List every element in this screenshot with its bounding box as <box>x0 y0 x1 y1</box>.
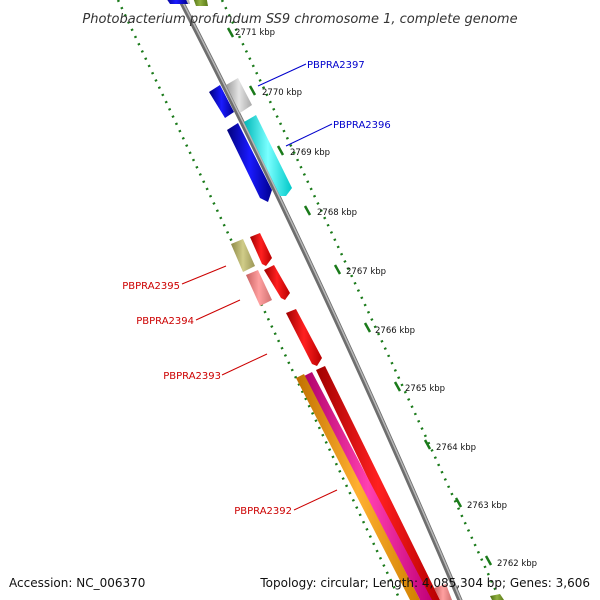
gene-arrow[interactable] <box>192 0 208 6</box>
accession-label: Accession: NC_006370 <box>9 576 145 590</box>
tick-label: 2768 kbp <box>317 208 357 218</box>
tick-label: 2769 kbp <box>290 148 330 158</box>
tick-mark <box>333 264 342 275</box>
backbone <box>177 0 463 600</box>
tick-mark <box>454 497 463 508</box>
gene-arrow[interactable] <box>286 309 322 366</box>
gene-arrow[interactable] <box>246 270 272 306</box>
gene-label-pbpra2395[interactable]: PBPRA2395 <box>122 281 180 292</box>
tick-mark <box>423 439 432 450</box>
gene-arrow[interactable] <box>227 123 272 202</box>
gene-label-pbpra2394[interactable]: PBPRA2394 <box>136 316 194 327</box>
major-ticks <box>226 27 493 566</box>
tick-mark <box>484 555 493 566</box>
tick-mark <box>226 27 235 38</box>
gene-arrow[interactable] <box>316 366 440 600</box>
genes-reverse <box>164 0 504 600</box>
tick-mark <box>276 145 285 156</box>
gene-labels: PBPRA2397 PBPRA2396 PBPRA2395 PBPRA2394 … <box>122 60 391 517</box>
gene-arrow[interactable] <box>304 372 432 600</box>
gene-arrow[interactable] <box>250 233 272 266</box>
tick-labels: 2771 kbp 2770 kbp 2769 kbp 2768 kbp 2767… <box>235 28 537 569</box>
tick-label: 2767 kbp <box>346 267 386 277</box>
gene-label-pbpra2396[interactable]: PBPRA2396 <box>333 120 391 131</box>
gene-arrow[interactable] <box>209 85 234 118</box>
tick-mark <box>393 381 402 392</box>
gene-arrow[interactable] <box>244 115 292 196</box>
tick-mark <box>248 85 257 96</box>
gene-arrow[interactable] <box>490 594 504 600</box>
map-title: Photobacterium profundum SS9 chromosome … <box>82 12 517 27</box>
gene-arrow[interactable] <box>264 265 290 300</box>
gene-label-pbpra2393[interactable]: PBPRA2393 <box>163 371 221 382</box>
tick-mark <box>363 322 372 333</box>
tick-label: 2764 kbp <box>436 443 476 453</box>
gene-label-pbpra2397[interactable]: PBPRA2397 <box>307 60 365 71</box>
tick-label: 2770 kbp <box>262 88 302 98</box>
gene-arrow[interactable] <box>296 374 420 600</box>
tick-label: 2762 kbp <box>497 559 537 569</box>
tick-label: 2771 kbp <box>235 28 275 38</box>
tick-mark <box>303 205 312 216</box>
gene-arrow[interactable] <box>164 0 188 4</box>
genome-summary: Topology: circular; Length: 4,085,304 bp… <box>259 576 590 590</box>
tick-label: 2763 kbp <box>467 501 507 511</box>
tick-label: 2766 kbp <box>375 326 415 336</box>
label-leaders <box>181 63 338 511</box>
gene-label-pbpra2392[interactable]: PBPRA2392 <box>234 506 292 517</box>
gene-arrow[interactable] <box>434 584 452 600</box>
gene-arrow[interactable] <box>231 239 255 272</box>
gene-arrow[interactable] <box>226 78 252 113</box>
tick-label: 2765 kbp <box>405 384 445 394</box>
